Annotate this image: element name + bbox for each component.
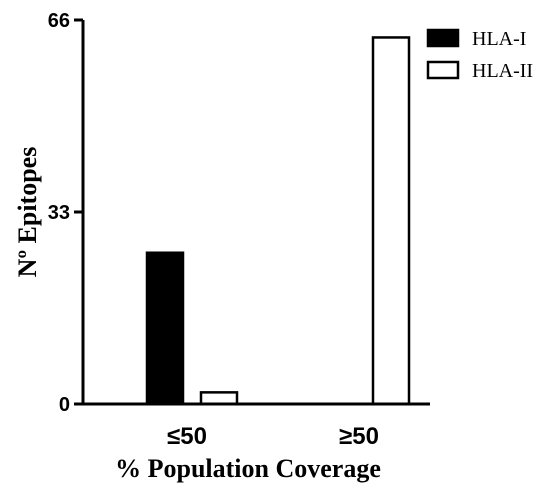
bars-group <box>145 36 411 406</box>
y-tick-label: 0 <box>59 394 70 416</box>
legend-label: HLA-I <box>472 28 526 50</box>
legend: HLA-I HLA-II <box>426 28 533 82</box>
bar-hla-i-0 <box>145 251 185 406</box>
y-ticks-group: 0 33 66 <box>48 10 83 416</box>
legend-swatch <box>426 60 460 80</box>
bar-hla-ii-1 <box>371 36 411 406</box>
y-tick-label: 33 <box>48 202 70 224</box>
y-axis-title: Nº Epitopes <box>13 147 42 278</box>
legend-swatch <box>426 28 460 48</box>
x-axis-title: % Population Coverage <box>115 454 381 483</box>
bar-hla-ii-0 <box>199 391 239 406</box>
y-tick-label: 66 <box>48 10 70 32</box>
x-ticks-group: ≤50 ≥50 <box>167 423 379 450</box>
legend-label: HLA-II <box>472 60 533 82</box>
x-tick-label: ≤50 <box>167 423 207 450</box>
x-tick-label: ≥50 <box>339 423 379 450</box>
